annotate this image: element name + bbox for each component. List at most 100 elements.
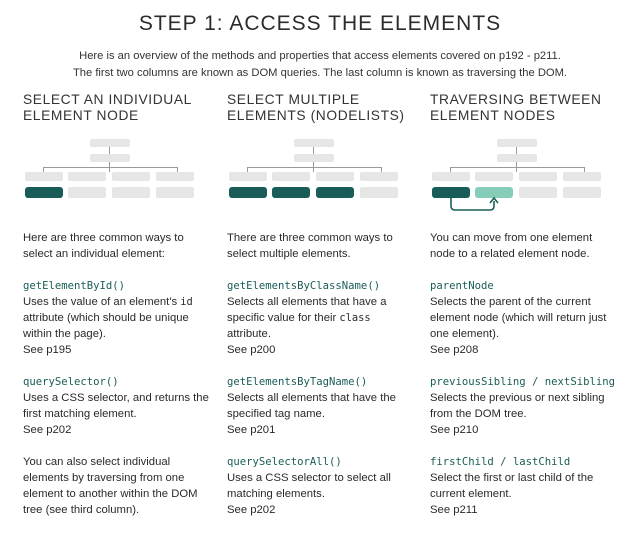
page-reference: See p210 bbox=[430, 424, 479, 436]
desc-code: id bbox=[180, 296, 193, 308]
method-name: querySelector() bbox=[23, 376, 119, 388]
tree-line bbox=[109, 162, 110, 167]
desc-text: Selects all elements that have a specifi… bbox=[227, 296, 387, 324]
method-description: Selects the previous or next sibling fro… bbox=[430, 392, 605, 420]
method-name: getElementsByClassName() bbox=[227, 280, 381, 292]
tree-line bbox=[516, 162, 517, 167]
tree-line bbox=[109, 147, 110, 154]
method-entry: previousSibling / nextSibling Selects th… bbox=[430, 374, 620, 438]
method-entry: querySelectorAll() Uses a CSS selector t… bbox=[227, 454, 417, 518]
tree-node-level2 bbox=[316, 172, 354, 181]
tree-node-level2 bbox=[563, 172, 601, 181]
column-footer: You can also select individual elements … bbox=[23, 456, 198, 516]
tree-line bbox=[313, 167, 314, 172]
tree-node-level2 bbox=[519, 172, 557, 181]
tree-line bbox=[43, 167, 177, 168]
tree-node-level2 bbox=[68, 172, 106, 181]
tree-node-level3 bbox=[68, 187, 106, 198]
tree-node-level3 bbox=[563, 187, 601, 198]
method-entry: getElementsByTagName() Selects all eleme… bbox=[227, 374, 417, 438]
tree-node-level3 bbox=[519, 187, 557, 198]
column-body: Here are three common ways to select an … bbox=[23, 230, 213, 518]
tree-line bbox=[177, 167, 178, 172]
tree-node-level2 bbox=[475, 172, 513, 181]
tree-line bbox=[313, 147, 314, 154]
tree-line bbox=[450, 167, 584, 168]
tree-node-level2 bbox=[112, 172, 150, 181]
method-entry: parentNode Selects the parent of the cur… bbox=[430, 278, 620, 358]
column-intro: You can move from one element node to a … bbox=[430, 232, 593, 260]
method-description: Uses the value of an element's id attrib… bbox=[23, 294, 213, 342]
traverse-arrow-icon bbox=[450, 196, 499, 211]
method-description: Select the first or last child of the cu… bbox=[430, 472, 594, 500]
heading-line-1: TRAVERSING BETWEEN bbox=[430, 92, 602, 107]
intro-line-1: Here is an overview of the methods and p… bbox=[79, 50, 561, 62]
method-name: previousSibling / nextSibling bbox=[430, 376, 615, 388]
heading-line-1: SELECT AN INDIVIDUAL bbox=[23, 92, 192, 107]
page-reference: See p208 bbox=[430, 344, 479, 356]
column-intro: There are three common ways to select mu… bbox=[227, 232, 393, 260]
page-reference: See p201 bbox=[227, 424, 276, 436]
heading-line-2: ELEMENT NODE bbox=[23, 108, 139, 123]
tree-node-related bbox=[475, 187, 513, 198]
column-heading: SELECT AN INDIVIDUAL ELEMENT NODE bbox=[23, 92, 213, 126]
method-description: Uses a CSS selector to select all matchi… bbox=[227, 472, 391, 500]
desc-code: class bbox=[339, 312, 371, 324]
tree-node-selected bbox=[25, 187, 63, 198]
column-multiple-elements: SELECT MULTIPLE ELEMENTS (NODELISTS) The… bbox=[227, 92, 417, 516]
column-heading: TRAVERSING BETWEEN ELEMENT NODES bbox=[430, 92, 620, 126]
column-traversing: TRAVERSING BETWEEN ELEMENT NODES You can… bbox=[430, 92, 620, 516]
tree-node-selected bbox=[229, 187, 267, 198]
tree-node-level1 bbox=[294, 154, 334, 162]
tree-node-level3 bbox=[156, 187, 194, 198]
desc-text: attribute (which should be unique within… bbox=[23, 312, 189, 340]
method-entry: querySelector() Uses a CSS selector, and… bbox=[23, 374, 213, 438]
column-intro: Here are three common ways to select an … bbox=[23, 232, 184, 260]
tree-node-level2 bbox=[229, 172, 267, 181]
tree-line bbox=[247, 167, 381, 168]
method-entry: getElementsByClassName() Selects all ele… bbox=[227, 278, 417, 358]
tree-line bbox=[43, 167, 44, 172]
tree-line bbox=[516, 167, 517, 172]
page-title: STEP 1: ACCESS THE ELEMENTS bbox=[138, 12, 502, 35]
tree-node-selected bbox=[316, 187, 354, 198]
method-name: parentNode bbox=[430, 280, 494, 292]
method-description: Selects all elements that have a specifi… bbox=[227, 294, 417, 342]
tree-line bbox=[247, 167, 248, 172]
dom-tree-diagram bbox=[430, 134, 605, 214]
tree-line bbox=[516, 147, 517, 154]
page-reference: See p202 bbox=[227, 504, 276, 516]
intro-line-2: The first two columns are known as DOM q… bbox=[72, 67, 568, 79]
tree-node-level2 bbox=[25, 172, 63, 181]
dom-tree-diagram bbox=[227, 134, 402, 214]
tree-line bbox=[584, 167, 585, 172]
tree-node-level3 bbox=[360, 187, 398, 198]
page-reference: See p200 bbox=[227, 344, 276, 356]
column-individual-element: SELECT AN INDIVIDUAL ELEMENT NODE Here a… bbox=[23, 92, 213, 516]
tree-node-level2 bbox=[156, 172, 194, 181]
tree-node-level2 bbox=[432, 172, 470, 181]
column-body: There are three common ways to select mu… bbox=[227, 230, 417, 518]
method-name: getElementById() bbox=[23, 280, 126, 292]
page-reference: See p195 bbox=[23, 344, 72, 356]
tree-node-root bbox=[90, 139, 130, 147]
tree-line bbox=[313, 162, 314, 167]
tree-line bbox=[109, 167, 110, 172]
tree-node-root bbox=[294, 139, 334, 147]
method-description: Selects the parent of the current elemen… bbox=[430, 296, 607, 340]
method-entry: firstChild / lastChild Select the first … bbox=[430, 454, 620, 518]
method-name: querySelectorAll() bbox=[227, 456, 342, 468]
method-description: Selects all elements that have the speci… bbox=[227, 392, 396, 420]
column-body: You can move from one element node to a … bbox=[430, 230, 620, 518]
tree-node-level2 bbox=[360, 172, 398, 181]
tree-node-level2 bbox=[272, 172, 310, 181]
method-name: getElementsByTagName() bbox=[227, 376, 368, 388]
desc-text: Uses the value of an element's bbox=[23, 296, 181, 308]
tree-node-level1 bbox=[497, 154, 537, 162]
tree-line bbox=[381, 167, 382, 172]
method-name: firstChild / lastChild bbox=[430, 456, 571, 468]
desc-text: attribute. bbox=[227, 328, 271, 340]
tree-node-selected bbox=[272, 187, 310, 198]
heading-line-1: SELECT MULTIPLE bbox=[227, 92, 360, 107]
tree-node-level1 bbox=[90, 154, 130, 162]
